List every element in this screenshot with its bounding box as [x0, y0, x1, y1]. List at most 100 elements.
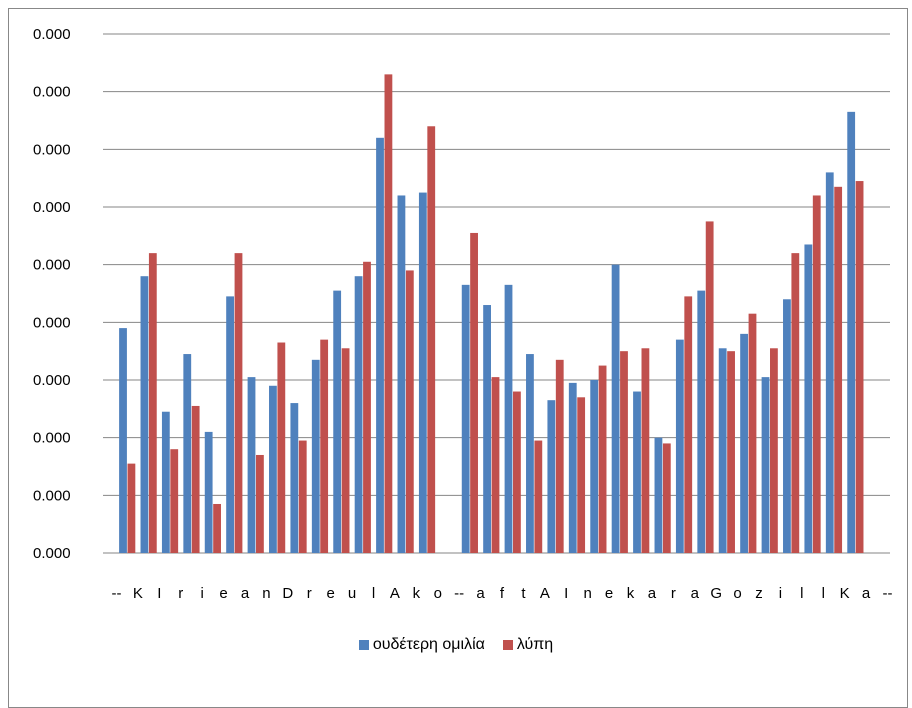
bar-series-2 [834, 186, 843, 553]
bar-series-1 [568, 382, 577, 553]
legend-item-series-2: λύπη [502, 636, 554, 654]
bar-series-2 [534, 440, 543, 553]
bar-series-2 [662, 443, 671, 553]
bar-series-1 [483, 305, 491, 553]
bar-series-1 [161, 411, 170, 553]
bar-series-2 [405, 270, 414, 553]
bar-series-2 [191, 405, 200, 553]
bar-series-1 [526, 354, 534, 553]
bar-series-1 [311, 359, 320, 553]
x-tick-label: D [282, 585, 293, 602]
legend: ουδέτερη ομιλία λύπη [0, 636, 912, 654]
x-tick-label: a [691, 585, 700, 602]
bar-series-2 [855, 181, 864, 554]
bar-series-2 [491, 377, 500, 553]
bar-series-1 [654, 437, 663, 553]
bar-series-2 [770, 348, 778, 553]
bar-series-1 [376, 137, 384, 554]
x-tick-label: -- [883, 585, 893, 602]
x-tick-label: k [413, 585, 421, 602]
bar-series-2 [277, 342, 286, 553]
x-tick-label: u [348, 585, 356, 602]
legend-swatch-series-2 [502, 640, 513, 650]
legend-swatch-series-1 [358, 640, 369, 650]
y-tick-label: 0.000 [33, 26, 71, 43]
y-tick-label: 0.000 [33, 314, 71, 331]
bar-series-1 [247, 377, 256, 553]
bar-series-2 [748, 313, 757, 553]
bar-series-1 [783, 299, 791, 553]
bar-series-1 [761, 377, 770, 553]
x-tick-label: o [733, 585, 741, 602]
bar-series-2 [427, 126, 436, 554]
y-tick-label: 0.000 [33, 141, 71, 158]
x-tick-label: e [326, 585, 334, 602]
bar-series-1 [675, 339, 684, 553]
x-tick-label: K [840, 585, 850, 602]
x-tick-label: G [710, 585, 722, 602]
bar-series-1 [504, 284, 513, 553]
x-tick-label: n [583, 585, 591, 602]
bar-series-1 [740, 333, 748, 553]
bar-series-2 [148, 253, 157, 553]
x-tick-label: t [521, 585, 526, 602]
bar-series-1 [418, 192, 427, 553]
legend-label-series-2: λύπη [516, 636, 554, 653]
bar-series-2 [577, 397, 586, 553]
bar-series-2 [598, 365, 607, 553]
y-tick-label: 0.000 [33, 199, 71, 216]
bar-series-1 [590, 380, 599, 553]
y-tick-label: 0.000 [33, 430, 71, 447]
bar-series-1 [718, 348, 727, 553]
legend-label-series-1: ουδέτερη ομιλία [372, 636, 485, 653]
bar-series-1 [226, 296, 234, 553]
x-tick-label: a [476, 585, 485, 602]
bar-series-2 [213, 503, 221, 553]
x-tick-label: -- [454, 585, 464, 602]
x-tick-label: r [307, 585, 312, 602]
x-tick-label: I [157, 585, 161, 602]
x-tick-label: -- [112, 585, 122, 602]
bar-series-1 [140, 276, 149, 553]
bar-series-2 [555, 359, 564, 553]
bar-series-1 [804, 244, 813, 554]
bar-series-1 [204, 431, 213, 553]
bar-series-2 [127, 463, 136, 553]
bar-series-2 [641, 348, 650, 553]
x-tick-label: a [862, 585, 871, 602]
bar-series-1 [333, 290, 342, 553]
x-tick-label: I [564, 585, 568, 602]
bar-series-1 [461, 284, 470, 553]
bar-series-2 [341, 348, 350, 553]
x-tick-label: z [755, 585, 763, 602]
bar-series-1 [847, 111, 856, 553]
x-tick-label: f [500, 585, 505, 602]
x-tick-label: l [372, 585, 375, 602]
bar-series-2 [470, 232, 478, 553]
y-tick-label: 0.000 [33, 545, 71, 562]
x-tick-label: i [200, 585, 203, 602]
x-tick-label: A [390, 585, 400, 602]
bar-series-2 [684, 296, 693, 553]
bar-series-2 [812, 195, 821, 553]
x-tick-label: a [241, 585, 250, 602]
bar-series-1 [633, 391, 641, 553]
x-tick-label: r [671, 585, 676, 602]
bar-series-2 [256, 454, 264, 553]
bar-series-2 [384, 74, 393, 554]
bar-series-2 [298, 440, 307, 553]
bar-series-1 [825, 172, 834, 553]
x-tick-label: l [800, 585, 803, 602]
bar-series-2 [320, 339, 329, 553]
x-tick-label: A [540, 585, 550, 602]
x-tick-label: e [219, 585, 227, 602]
bar-chart: 0.000 0.000 0.000 0.000 0.000 0.000 0.000 0.000… [33, 26, 893, 602]
bar-series-2 [620, 351, 628, 553]
x-tick-label: i [779, 585, 782, 602]
bar-series-2 [705, 221, 714, 554]
x-tick-label: n [262, 585, 270, 602]
bar-series-1 [697, 290, 706, 553]
x-tick-label: K [133, 585, 143, 602]
x-tick-label: l [822, 585, 825, 602]
x-tick-label: o [434, 585, 442, 602]
